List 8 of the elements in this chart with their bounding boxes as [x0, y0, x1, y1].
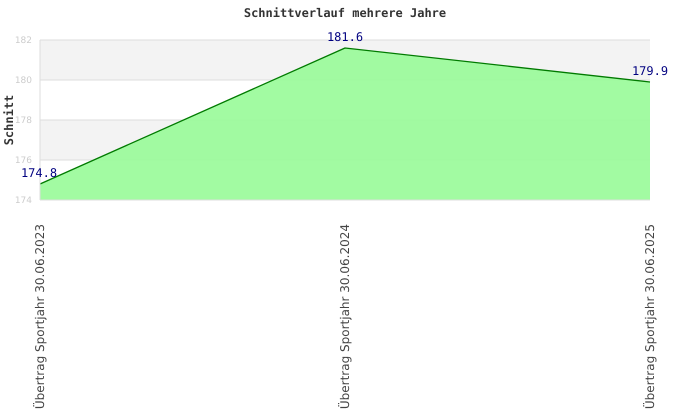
- x-tick-label: Übertrag Sportjahr 30.06.2024: [338, 224, 352, 410]
- y-axis-title: Schnitt: [2, 94, 16, 146]
- data-label: 174.8: [20, 166, 58, 180]
- data-label: 179.9: [632, 64, 668, 78]
- x-tick-label: Übertrag Sportjahr 30.06.2023: [33, 224, 47, 410]
- chart-title: Schnittverlauf mehrere Jahre: [242, 6, 448, 20]
- x-tick-label: Übertrag Sportjahr 30.06.2025: [643, 224, 657, 410]
- data-label: 181.6: [326, 30, 364, 44]
